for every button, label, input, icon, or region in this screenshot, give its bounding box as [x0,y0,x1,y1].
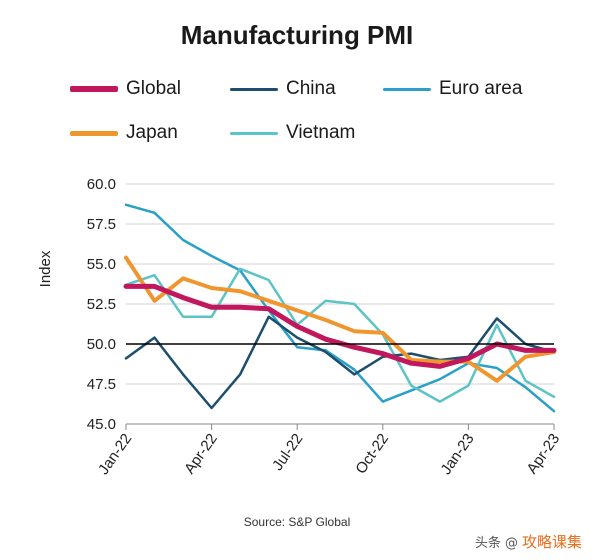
legend-item-japan: Japan [70,122,178,144]
series-line-china [124,315,556,410]
y-axis-label: Index [37,250,54,287]
legend-item-euro-area: Euro area [383,78,522,100]
legend-label-euro-area: Euro area [439,78,523,99]
legend-label-vietnam: Vietnam [286,122,356,143]
watermark: 头条 @ 攻略课集 [475,531,582,552]
legend-label-japan: Japan [126,122,178,143]
chart-source: Source: S&P Global [243,515,351,529]
chart-title: Manufacturing PMI [180,20,414,50]
y-tick-label: 57.5 [87,216,116,233]
y-tick-label: 52.5 [87,296,116,313]
legend-swatch-vietnam [230,131,278,135]
x-tick-label: Oct-22 [352,431,392,478]
series-line-japan [124,255,556,383]
series-line-vietnam [124,267,556,403]
y-tick-label: 47.5 [87,376,116,393]
x-tick-label: Jan-22 [95,431,135,478]
series-line-global [123,283,557,369]
x-tick-label: Jul-22 [269,431,306,474]
legend-swatch-euro-area [383,87,431,91]
y-tick-label: 55.0 [87,256,116,273]
legend-item-china: China [230,78,336,100]
legend-item-vietnam: Vietnam [230,122,355,144]
legend-label-global: Global [126,78,181,99]
y-tick-label: 50.0 [87,336,116,353]
legend-label-china: China [286,78,336,99]
watermark-text: 攻略课集 [521,533,582,551]
chart-legend: Global China Euro area Japan Vietnam [70,78,590,158]
legend-item-global: Global [70,78,181,100]
legend-swatch-global [70,86,118,92]
x-tick-label: Apr-22 [181,431,221,478]
x-tick-label: Apr-23 [524,431,564,478]
legend-swatch-china [230,87,278,91]
series-line-euro-area [124,203,556,413]
x-tick-label: Jan-23 [437,431,477,478]
watermark-prefix: 头条 @ [474,536,518,551]
legend-swatch-japan [70,130,118,136]
y-tick-label: 45.0 [87,416,116,433]
y-tick-label: 60.0 [87,176,116,193]
